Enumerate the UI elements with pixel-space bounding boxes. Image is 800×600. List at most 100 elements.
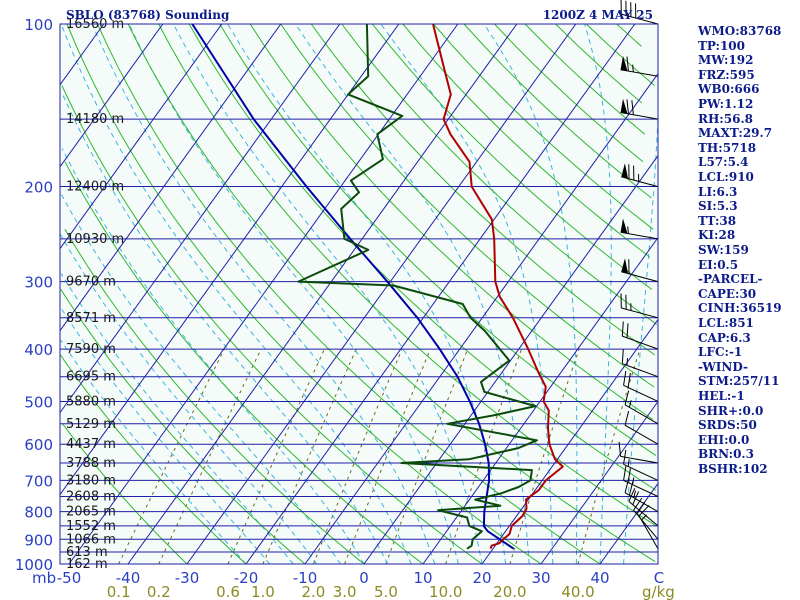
temperature-unit-label: C xyxy=(654,569,664,587)
index-value: EI:0.5 xyxy=(698,257,739,272)
mixing-ratio-tick-label: 0.6 xyxy=(216,583,240,600)
height-label: 5129 m xyxy=(66,417,116,432)
wind-barb xyxy=(624,390,659,425)
wind-barb xyxy=(621,163,659,188)
wind-barb-half xyxy=(633,490,637,498)
wind-barb xyxy=(620,0,659,25)
height-label: 2608 m xyxy=(66,490,116,505)
wind-barb-half xyxy=(632,477,635,485)
wind-barb-staff xyxy=(620,69,659,77)
index-value: STM:257/11 xyxy=(698,374,780,389)
plot-area xyxy=(60,24,658,564)
wind-barb xyxy=(623,465,659,497)
temperature-tick-label: 40 xyxy=(590,569,609,587)
temperature-tick-label: -20 xyxy=(234,569,259,587)
wind-barb-full xyxy=(626,99,629,114)
dry-adiabat xyxy=(61,85,483,565)
height-label: 3180 m xyxy=(66,473,116,488)
wind-barb xyxy=(621,349,659,378)
index-value: EHI:0.0 xyxy=(698,432,750,447)
isotherm-line xyxy=(59,23,400,495)
index-value: PW:1.12 xyxy=(698,97,754,111)
wind-barb xyxy=(624,410,659,445)
temperature-tick-label: -50 xyxy=(57,569,82,587)
dry-adiabat xyxy=(219,23,657,457)
height-label: 14180 m xyxy=(66,112,124,127)
wind-barb xyxy=(620,55,659,77)
moist-adiabat xyxy=(60,307,270,565)
height-label: 613 m xyxy=(66,545,108,560)
index-value: CAPE:30 xyxy=(698,286,757,301)
wind-barb-full xyxy=(621,349,624,364)
index-value: CAP:6.3 xyxy=(698,330,751,345)
wind-barb-staff xyxy=(624,424,659,445)
wind-barb-full xyxy=(638,504,650,517)
wind-barb-staff xyxy=(628,501,659,527)
index-value: SW:159 xyxy=(698,243,749,257)
wind-barb xyxy=(628,487,659,527)
dry-adiabat xyxy=(555,23,643,104)
dry-adiabats xyxy=(59,23,658,565)
mixing-ratio-tick-label: 20.0 xyxy=(493,583,526,600)
index-value: TP:100 xyxy=(698,38,746,53)
mixing-ratio-tick-label: 0.1 xyxy=(107,583,131,600)
mixing-ratio-tick-label: 40.0 xyxy=(561,583,594,600)
wind-barb-staff xyxy=(638,515,659,549)
wind-barb-flag xyxy=(621,163,629,179)
temperature-tick-label: -10 xyxy=(293,569,318,587)
wind-barb-staff xyxy=(622,335,659,350)
isotherm-line xyxy=(304,73,659,565)
height-label: 12400 m xyxy=(66,180,124,195)
wind-barb-full xyxy=(623,370,627,386)
index-value: WMO:83768 xyxy=(698,24,782,38)
height-label: 1552 m xyxy=(66,519,116,534)
index-value: BSHR:102 xyxy=(698,462,768,476)
wind-barb-flag xyxy=(620,55,628,71)
chart-title: SBLO (83768) Sounding xyxy=(66,8,230,22)
dry-adiabat xyxy=(341,23,658,325)
dry-adiabat xyxy=(616,23,642,47)
wind-barb-staff xyxy=(621,271,659,283)
mixing-ratio-tick-label: 0.2 xyxy=(147,583,171,600)
index-value: LCL:851 xyxy=(698,316,754,330)
isotherm-line xyxy=(422,237,659,565)
height-label: 9670 m xyxy=(66,275,116,290)
index-value: FRZ:595 xyxy=(698,67,755,82)
isotherm-line xyxy=(127,23,518,565)
isotherm-line xyxy=(59,23,341,413)
wind-barb-full xyxy=(623,465,627,481)
isotherm-line xyxy=(540,401,659,565)
pressure-tick-label: 100 xyxy=(24,16,53,34)
isotherm-line xyxy=(59,23,223,250)
wind-barb-full xyxy=(633,497,643,511)
temperature-tick-label: 30 xyxy=(531,569,550,587)
wind-barb-staff xyxy=(633,509,659,540)
dry-adiabat xyxy=(310,23,655,356)
mixing-ratio-tick-label: 3.0 xyxy=(333,583,357,600)
index-value: SHR+:0.0 xyxy=(698,403,764,418)
wind-barb-staff xyxy=(621,176,659,188)
height-label: 7590 m xyxy=(66,342,116,357)
index-value: LI:6.3 xyxy=(698,184,738,199)
wind-barb-full xyxy=(632,491,640,505)
pressure-tick-label: 500 xyxy=(24,393,53,411)
isotherm-line xyxy=(363,155,659,565)
isotherm-line xyxy=(186,23,577,565)
index-value: LFC:-1 xyxy=(698,345,743,360)
dry-adiabat xyxy=(64,229,365,565)
index-value: L57:5.4 xyxy=(698,155,749,170)
temperature-tick-label: -30 xyxy=(175,569,200,587)
axis-labels: 0.1 0.2 0.6 1.0 2.0 3.0 5.0 10.0 20.0 40.01002003… xyxy=(15,16,610,600)
plot-frame xyxy=(59,23,659,565)
wind-barb-half xyxy=(627,459,630,467)
wind-barb-staff xyxy=(620,455,659,464)
isotherm-line xyxy=(68,23,459,565)
dry-adiabat xyxy=(249,23,654,420)
moist-adiabat xyxy=(60,273,294,565)
dry-adiabat xyxy=(372,23,652,290)
index-value: -PARCEL- xyxy=(698,272,763,287)
moist-adiabat xyxy=(623,119,659,565)
pressure-tick-label: 700 xyxy=(24,472,53,490)
dry-adiabat xyxy=(64,161,424,565)
wind-barb-staff xyxy=(623,384,659,402)
